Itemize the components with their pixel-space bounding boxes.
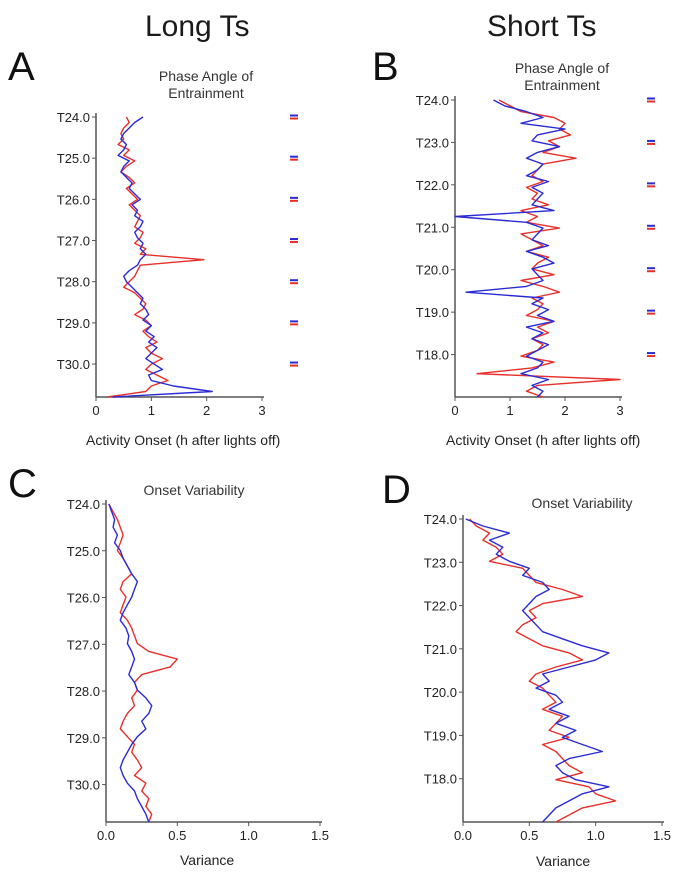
panel-d-title: Onset Variability [531, 495, 633, 511]
panel-d-xlabel: Variance [536, 853, 591, 869]
panel-a-title: Phase Angle of Entrainment [126, 68, 286, 102]
panel-b-title-line1: Phase Angle of [514, 60, 610, 76]
panel-c-series-red [108, 503, 179, 823]
panel-c-y-tick-label: T30.0 [67, 778, 100, 793]
panel-a-y-tick-label: T24.0 [57, 110, 90, 125]
panel-b-y-tick-label: T24.0 [416, 93, 449, 108]
panel-c-x-tick-label: 1.0 [240, 828, 258, 843]
panel-b-x-tick-label: 3 [616, 403, 623, 418]
panel-b-y-tick-label: T18.0 [416, 348, 449, 363]
panel-a-title-line2: Entrainment [168, 85, 244, 101]
panel-a-x-tick-label: 0 [92, 403, 99, 418]
panel-b-x-tick-label: 2 [561, 403, 568, 418]
panel-a-y-tick-label: T26.0 [57, 192, 90, 207]
panel-a-y-tick-label: T25.0 [57, 151, 90, 166]
panel-c-y-tick-label: T28.0 [67, 684, 100, 699]
panel-d-y-tick-label: T24.0 [424, 512, 457, 527]
panel-d-series-blue [465, 518, 610, 823]
panel-a-y-tick-label: T30.0 [57, 357, 90, 372]
panel-a-x-tick-label: 1 [148, 403, 155, 418]
panel-d-x-tick-label: 1.5 [653, 828, 671, 843]
panel-d-y-tick-label: T19.0 [424, 728, 457, 743]
panel-a-series-red [107, 116, 205, 398]
panel-a-series-blue [112, 116, 213, 398]
panel-d-y-tick-label: T23.0 [424, 555, 457, 570]
panel-a-x-tick-label: 3 [258, 403, 265, 418]
panel-b-y-tick-label: T22.0 [416, 178, 449, 193]
panel-b-y-tick-label: T21.0 [416, 220, 449, 235]
panel-d-y-tick-label: T20.0 [424, 685, 457, 700]
panel-d-y-tick-label: T21.0 [424, 642, 457, 657]
panel-a-y-tick-label: T28.0 [57, 275, 90, 290]
panel-letter-a: A [8, 45, 35, 89]
panel-c-y-tick-label: T26.0 [67, 591, 100, 606]
column-title-short-ts: Short Ts [487, 10, 597, 43]
panel-c-y-tick-label: T27.0 [67, 637, 100, 652]
panel-a-xlabel: Activity Onset (h after lights off) [86, 432, 281, 448]
panel-a-title-line1: Phase Angle of [158, 68, 254, 84]
panel-d-y-tick-label: T22.0 [424, 599, 457, 614]
panel-b-series-blue [454, 99, 566, 398]
column-title-long-ts: Long Ts [145, 10, 250, 43]
panel-b-title-line2: Entrainment [524, 77, 600, 93]
panel-letter-d: D [382, 468, 411, 512]
panel-b-xlabel: Activity Onset (h after lights off) [446, 432, 641, 448]
panel-a-x-tick-label: 2 [203, 403, 210, 418]
panel-c-x-tick-label: 1.5 [311, 828, 329, 843]
panel-d-x-tick-label: 1.0 [587, 828, 605, 843]
panel-c-y-tick-label: T25.0 [67, 544, 100, 559]
panel-c-title: Onset Variability [143, 482, 245, 498]
panel-letter-c: C [8, 462, 37, 506]
panel-d-series-red [469, 518, 617, 823]
panel-d-y-tick-label: T18.0 [424, 772, 457, 787]
panel-b-y-tick-label: T19.0 [416, 305, 449, 320]
panel-a-y-tick-label: T27.0 [57, 234, 90, 249]
panel-b-y-tick-label: T23.0 [416, 135, 449, 150]
panel-d-x-tick-label: 0.5 [520, 828, 538, 843]
panel-b-title: Phase Angle of Entrainment [482, 60, 642, 94]
panel-c-x-tick-label: 0.5 [168, 828, 186, 843]
panel-c-series-blue [108, 503, 153, 823]
panel-c-xlabel: Variance [180, 852, 235, 868]
panel-b-x-tick-label: 0 [451, 403, 458, 418]
panel-b-y-tick-label: T20.0 [416, 263, 449, 278]
panel-c-y-tick-label: T29.0 [67, 731, 100, 746]
panel-letter-b: B [372, 45, 399, 89]
panel-c-y-tick-label: T24.0 [67, 497, 100, 512]
panel-b-x-tick-label: 1 [506, 403, 513, 418]
panel-c-x-tick-label: 0.0 [97, 828, 115, 843]
panel-b-series-red [476, 99, 621, 398]
panel-d-x-tick-label: 0.0 [454, 828, 472, 843]
panel-a-y-tick-label: T29.0 [57, 316, 90, 331]
